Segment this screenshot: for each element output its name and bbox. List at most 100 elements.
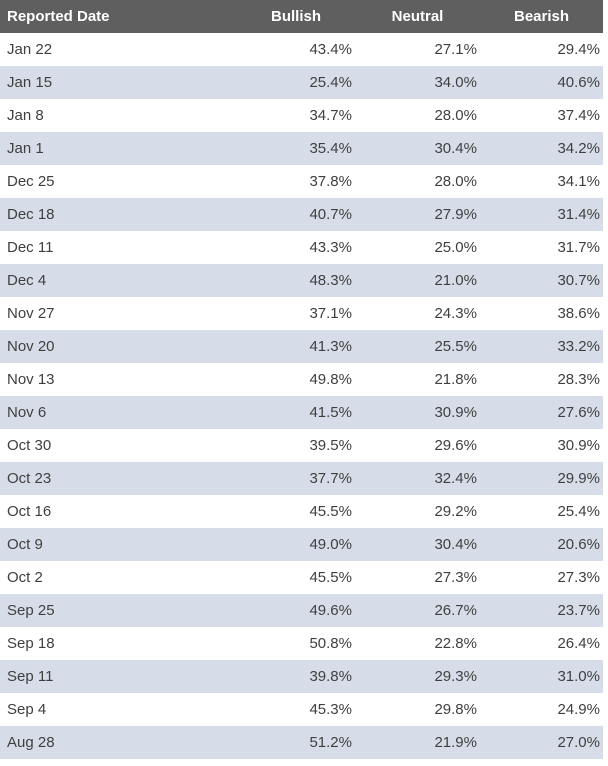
cell-bearish: 24.9% <box>557 701 600 718</box>
table-row: Jan 8 34.7% 28.0% 37.4% <box>0 99 603 132</box>
cell-bearish: 29.9% <box>557 470 600 487</box>
cell-bullish: 25.4% <box>309 74 352 91</box>
cell-date: Dec 11 <box>7 239 54 256</box>
cell-date: Sep 11 <box>7 668 54 685</box>
cell-date: Oct 2 <box>7 569 43 586</box>
cell-date: Sep 4 <box>7 701 47 718</box>
cell-bullish: 45.3% <box>309 701 352 718</box>
table-row: Oct 2 45.5% 27.3% 27.3% <box>0 561 603 594</box>
cell-bullish: 51.2% <box>309 734 352 751</box>
cell-neutral: 27.3% <box>434 569 477 586</box>
cell-bearish: 40.6% <box>557 74 600 91</box>
cell-bearish: 29.4% <box>557 41 600 58</box>
cell-neutral: 21.9% <box>434 734 477 751</box>
cell-bearish: 28.3% <box>557 371 600 388</box>
cell-bearish: 27.6% <box>557 404 600 421</box>
cell-bullish: 45.5% <box>309 569 352 586</box>
table-row: Nov 27 37.1% 24.3% 38.6% <box>0 297 603 330</box>
table-row: Dec 4 48.3% 21.0% 30.7% <box>0 264 603 297</box>
cell-bullish: 49.8% <box>309 371 352 388</box>
cell-bearish: 25.4% <box>557 503 600 520</box>
cell-date: Oct 23 <box>7 470 52 487</box>
cell-neutral: 29.8% <box>434 701 477 718</box>
table-row: Aug 28 51.2% 21.9% 27.0% <box>0 726 603 759</box>
cell-date: Jan 8 <box>7 107 44 124</box>
cell-date: Sep 25 <box>7 602 55 619</box>
cell-bullish: 37.8% <box>309 173 352 190</box>
cell-date: Dec 18 <box>7 206 55 223</box>
cell-bearish: 27.3% <box>557 569 600 586</box>
cell-bullish: 45.5% <box>309 503 352 520</box>
cell-bearish: 37.4% <box>557 107 600 124</box>
cell-bearish: 26.4% <box>557 635 600 652</box>
cell-date: Nov 13 <box>7 371 55 388</box>
cell-neutral: 22.8% <box>434 635 477 652</box>
cell-bullish: 37.1% <box>309 305 352 322</box>
column-header-bullish[interactable]: Bullish <box>237 0 355 33</box>
table-row: Jan 22 43.4% 27.1% 29.4% <box>0 33 603 66</box>
cell-bearish: 31.0% <box>557 668 600 685</box>
cell-date: Dec 25 <box>7 173 55 190</box>
column-header-bearish[interactable]: Bearish <box>480 0 603 33</box>
cell-neutral: 29.3% <box>434 668 477 685</box>
cell-neutral: 21.0% <box>434 272 477 289</box>
cell-neutral: 27.1% <box>434 41 477 58</box>
cell-date: Oct 9 <box>7 536 43 553</box>
cell-date: Jan 22 <box>7 41 53 58</box>
table-row: Oct 30 39.5% 29.6% 30.9% <box>0 429 603 462</box>
cell-neutral: 29.2% <box>434 503 477 520</box>
cell-bearish: 23.7% <box>557 602 600 619</box>
cell-bearish: 30.7% <box>557 272 600 289</box>
cell-neutral: 24.3% <box>434 305 477 322</box>
cell-bearish: 31.4% <box>557 206 600 223</box>
cell-bullish: 49.6% <box>309 602 352 619</box>
table-row: Oct 23 37.7% 32.4% 29.9% <box>0 462 603 495</box>
cell-date: Oct 16 <box>7 503 52 520</box>
cell-neutral: 34.0% <box>434 74 477 91</box>
cell-bearish: 38.6% <box>557 305 600 322</box>
cell-neutral: 29.6% <box>434 437 477 454</box>
cell-date: Nov 27 <box>7 305 55 322</box>
table-row: Nov 20 41.3% 25.5% 33.2% <box>0 330 603 363</box>
table-row: Dec 25 37.8% 28.0% 34.1% <box>0 165 603 198</box>
cell-bullish: 41.3% <box>309 338 352 355</box>
cell-date: Sep 18 <box>7 635 55 652</box>
cell-date: Nov 20 <box>7 338 55 355</box>
table-row: Sep 18 50.8% 22.8% 26.4% <box>0 627 603 660</box>
table-row: Sep 11 39.8% 29.3% 31.0% <box>0 660 603 693</box>
cell-date: Nov 6 <box>7 404 47 421</box>
cell-bearish: 33.2% <box>557 338 600 355</box>
cell-bullish: 49.0% <box>309 536 352 553</box>
cell-bullish: 37.7% <box>309 470 352 487</box>
table-row: Sep 25 49.6% 26.7% 23.7% <box>0 594 603 627</box>
cell-date: Aug 28 <box>7 734 55 751</box>
cell-bearish: 34.2% <box>557 140 600 157</box>
table-row: Nov 6 41.5% 30.9% 27.6% <box>0 396 603 429</box>
cell-bearish: 20.6% <box>557 536 600 553</box>
cell-bullish: 43.3% <box>309 239 352 256</box>
column-header-date[interactable]: Reported Date <box>0 0 237 33</box>
cell-neutral: 21.8% <box>434 371 477 388</box>
cell-neutral: 32.4% <box>434 470 477 487</box>
cell-date: Oct 30 <box>7 437 52 454</box>
cell-bullish: 48.3% <box>309 272 352 289</box>
cell-neutral: 27.9% <box>434 206 477 223</box>
cell-bullish: 41.5% <box>309 404 352 421</box>
table-row: Jan 1 35.4% 30.4% 34.2% <box>0 132 603 165</box>
cell-date: Jan 15 <box>7 74 53 91</box>
column-header-neutral[interactable]: Neutral <box>355 0 480 33</box>
cell-neutral: 28.0% <box>434 107 477 124</box>
cell-bullish: 39.8% <box>309 668 352 685</box>
cell-bullish: 39.5% <box>309 437 352 454</box>
table-body: Jan 22 43.4% 27.1% 29.4% Jan 15 25.4% 34.0% 40.… <box>0 33 603 759</box>
cell-neutral: 25.0% <box>434 239 477 256</box>
table-header-row: Reported Date Bullish Neutral Bearish <box>0 0 603 33</box>
cell-bullish: 50.8% <box>309 635 352 652</box>
cell-neutral: 26.7% <box>434 602 477 619</box>
cell-bearish: 30.9% <box>557 437 600 454</box>
cell-neutral: 28.0% <box>434 173 477 190</box>
cell-bullish: 43.4% <box>309 41 352 58</box>
cell-bearish: 31.7% <box>557 239 600 256</box>
table-row: Oct 16 45.5% 29.2% 25.4% <box>0 495 603 528</box>
